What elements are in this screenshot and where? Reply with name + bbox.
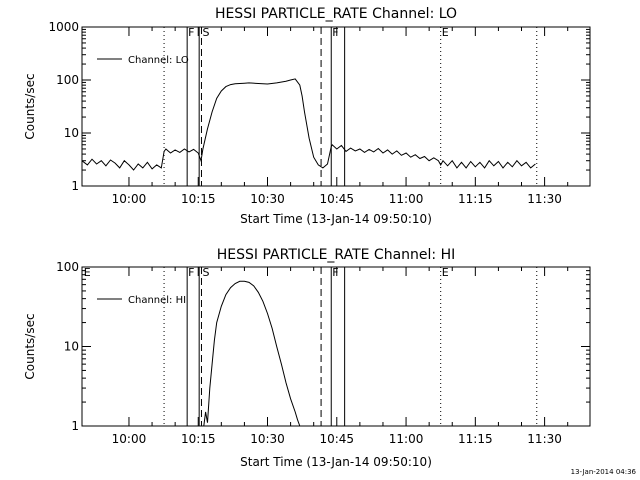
chart1-ylabel: Counts/sec — [23, 313, 37, 379]
chart0-ytick-label: 1 — [71, 179, 79, 193]
chart1-series-0 — [203, 280, 301, 427]
chart1-ytick-label: 100 — [56, 260, 79, 274]
chart1-marker-label: S — [202, 266, 209, 279]
chart0-legend-label: Channel: LO — [128, 55, 189, 66]
chart1-xtick-label: 10:30 — [250, 432, 285, 446]
chart1-ytick-label: 1 — [71, 419, 79, 433]
chart1-frame — [81, 266, 591, 427]
chart1-legend-label: Channel: HI — [128, 295, 186, 306]
chart0-ylabel: Counts/sec — [23, 73, 37, 139]
chart0-xtick-label: 11:15 — [458, 192, 493, 206]
chart1-marker-label: E — [84, 266, 91, 279]
chart0-xtick-label: 10:45 — [319, 192, 354, 206]
timestamp: 13-Jan-2014 04:36 — [571, 468, 637, 476]
chart0-xtick-label: 11:00 — [389, 192, 424, 206]
chart0-xtick-label: 10:00 — [112, 192, 147, 206]
chart0-ytick-label: 10 — [64, 126, 79, 140]
chart0-xtick-label: 10:15 — [181, 192, 216, 206]
chart1-xlabel: Start Time (13-Jan-14 09:50:10) — [240, 455, 432, 469]
chart1-title: HESSI PARTICLE_RATE Channel: HI — [217, 247, 455, 263]
chart0-series-0 — [81, 78, 536, 171]
chart1-xtick-label: 10:15 — [181, 432, 216, 446]
chart1-marker-label: F — [188, 266, 194, 279]
chart1-xtick-label: 10:00 — [112, 432, 147, 446]
chart0-xtick-label: 10:30 — [250, 192, 285, 206]
chart0-xtick-label: 11:30 — [527, 192, 562, 206]
chart1-ytick-label: 10 — [64, 340, 79, 354]
hi-channel-plot: HESSI PARTICLE_RATE Channel: HI Counts/se… — [23, 247, 591, 469]
chart0-ytick-label: 1000 — [48, 20, 79, 34]
chart1-xtick-label: 10:45 — [319, 432, 354, 446]
chart1-marker-label: F — [332, 266, 338, 279]
chart0-marker-label: S — [202, 26, 209, 39]
chart1-xtick-label: 11:15 — [458, 432, 493, 446]
chart0-marker-label: E — [442, 26, 449, 39]
chart0-marker-label: F — [332, 26, 338, 39]
chart0-ytick-label: 100 — [56, 73, 79, 87]
chart0-title: HESSI PARTICLE_RATE Channel: LO — [215, 6, 457, 22]
chart1-xtick-label: 11:00 — [389, 432, 424, 446]
chart0-frame — [81, 26, 591, 187]
chart1-xtick-label: 11:30 — [527, 432, 562, 446]
chart0-marker-label: F — [188, 26, 194, 39]
lo-channel-plot: HESSI PARTICLE_RATE Channel: LO Counts/se… — [23, 6, 591, 226]
chart0-xlabel: Start Time (13-Jan-14 09:50:10) — [240, 212, 432, 226]
chart1-marker-label: E — [442, 266, 449, 279]
